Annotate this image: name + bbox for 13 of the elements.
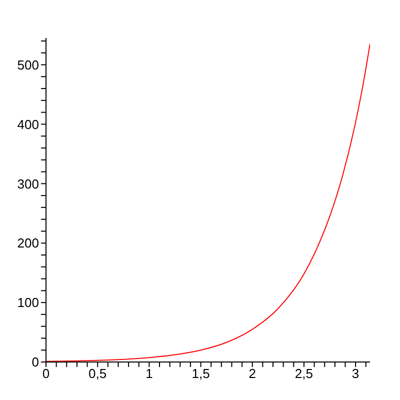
y-tick-label: 300 (17, 176, 39, 192)
x-tick-label: 0 (42, 366, 50, 382)
y-tick-label: 400 (17, 116, 39, 132)
y-tick-label: 500 (17, 57, 39, 72)
x-tick-label: 2,5 (294, 366, 313, 382)
x-tick-label: 2 (248, 366, 256, 382)
x-tick-label: 0,5 (88, 366, 107, 382)
y-tick-label: 200 (17, 236, 39, 251)
y-tick-label: 100 (17, 295, 39, 310)
x-tick-label: 1 (146, 366, 153, 382)
x-tick-label: 1,5 (192, 366, 210, 382)
x-tick-label: 3 (352, 366, 360, 382)
y-tick-label: 0 (32, 354, 39, 370)
